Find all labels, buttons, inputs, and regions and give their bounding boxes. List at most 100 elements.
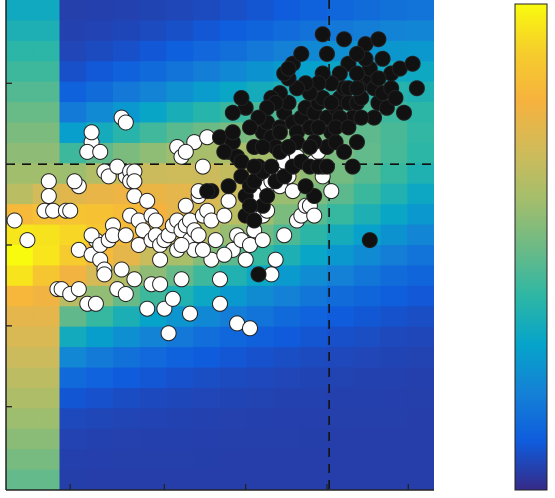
heatmap-cell bbox=[380, 224, 408, 246]
heatmap-cell bbox=[32, 122, 61, 144]
heatmap-cell bbox=[193, 61, 221, 83]
heatmap-cell bbox=[166, 347, 194, 369]
heatmap-cell bbox=[246, 61, 275, 83]
heatmap-cell bbox=[220, 326, 248, 348]
heatmap-cell bbox=[86, 81, 114, 103]
black-data-point bbox=[301, 139, 318, 155]
heatmap-cell bbox=[113, 40, 141, 62]
heatmap-cell bbox=[139, 81, 168, 103]
heatmap-cell bbox=[380, 387, 408, 409]
heatmap-cell bbox=[6, 326, 34, 348]
black-data-point bbox=[344, 158, 361, 175]
heatmap-cell bbox=[86, 408, 114, 430]
heatmap-cell bbox=[220, 428, 248, 450]
heatmap-cell bbox=[327, 326, 355, 348]
heatmap-cell bbox=[246, 408, 275, 430]
heatmap-cell bbox=[59, 0, 87, 22]
heatmap-cell bbox=[6, 265, 34, 287]
black-data-point bbox=[319, 158, 335, 175]
black-data-point bbox=[199, 183, 216, 200]
heatmap-cell bbox=[246, 449, 275, 471]
black-data-point bbox=[349, 65, 365, 82]
heatmap-cell bbox=[327, 0, 355, 22]
heatmap-cell bbox=[300, 408, 328, 430]
white-data-point bbox=[306, 207, 323, 224]
heatmap-cell bbox=[32, 367, 61, 389]
heatmap-cell bbox=[86, 20, 114, 42]
heatmap-cell bbox=[380, 326, 408, 348]
heatmap-cell bbox=[86, 367, 114, 389]
heatmap-cell bbox=[246, 347, 275, 369]
black-data-point bbox=[374, 50, 391, 67]
heatmap-cell bbox=[32, 0, 61, 22]
white-data-point bbox=[216, 246, 233, 263]
white-data-point bbox=[194, 158, 211, 175]
heatmap-cell bbox=[139, 449, 168, 471]
heatmap-cell bbox=[327, 265, 355, 287]
data-points bbox=[6, 26, 425, 342]
heatmap-cell bbox=[380, 367, 408, 389]
heatmap-cell bbox=[273, 285, 301, 307]
black-data-point bbox=[220, 178, 237, 195]
heatmap-cell bbox=[32, 20, 61, 42]
heatmap-cell bbox=[59, 408, 87, 430]
heatmap-cell bbox=[407, 347, 434, 369]
white-data-point bbox=[117, 227, 134, 244]
heatmap-cell bbox=[273, 449, 301, 471]
white-data-point bbox=[70, 281, 87, 298]
heatmap-cell bbox=[353, 306, 382, 328]
heatmap-cell bbox=[6, 122, 34, 144]
heatmap-cell bbox=[32, 61, 61, 83]
heatmap-cell bbox=[273, 367, 301, 389]
heatmap-cell bbox=[353, 449, 382, 471]
heatmap-cell bbox=[59, 367, 87, 389]
heatmap-cell bbox=[59, 40, 87, 62]
heatmap-cell bbox=[86, 102, 114, 124]
heatmap-cell bbox=[300, 449, 328, 471]
heatmap-cell bbox=[113, 469, 141, 490]
heatmap-cell bbox=[407, 428, 434, 450]
heatmap-cell bbox=[6, 61, 34, 83]
heatmap-cell bbox=[407, 204, 434, 226]
white-data-point bbox=[83, 124, 100, 141]
white-data-point bbox=[276, 227, 293, 244]
heatmap-cell bbox=[353, 245, 382, 267]
heatmap-cell bbox=[59, 61, 87, 83]
heatmap-cell bbox=[166, 428, 194, 450]
heatmap-cell bbox=[380, 245, 408, 267]
white-data-point bbox=[220, 192, 237, 209]
heatmap-cell bbox=[193, 367, 221, 389]
black-data-point bbox=[224, 104, 241, 121]
heatmap-cell bbox=[6, 469, 34, 490]
heatmap-cell bbox=[380, 142, 408, 164]
white-data-point bbox=[267, 251, 284, 268]
heatmap-cell bbox=[353, 265, 382, 287]
heatmap-cell bbox=[300, 347, 328, 369]
white-data-point bbox=[66, 173, 83, 190]
heatmap-cell bbox=[113, 61, 141, 83]
heatmap-cell bbox=[6, 285, 34, 307]
heatmap-cell bbox=[327, 428, 355, 450]
heatmap-cell bbox=[300, 469, 328, 490]
heatmap-cell bbox=[273, 347, 301, 369]
heatmap-cell bbox=[220, 40, 248, 62]
heatmap-cell bbox=[166, 408, 194, 430]
white-data-point bbox=[242, 320, 258, 337]
heatmap-cell bbox=[166, 469, 194, 490]
white-data-point bbox=[92, 143, 109, 160]
heatmap-cell bbox=[32, 224, 61, 246]
heatmap-cell bbox=[273, 265, 301, 287]
heatmap-cell bbox=[6, 245, 34, 267]
heatmap-cell bbox=[380, 347, 408, 369]
heatmap-cell bbox=[32, 306, 61, 328]
heatmap-cell bbox=[6, 306, 34, 328]
white-data-point bbox=[177, 143, 194, 160]
heatmap-cell bbox=[273, 306, 301, 328]
heatmap-cell bbox=[407, 163, 434, 185]
heatmap-cell bbox=[273, 326, 301, 348]
heatmap-cell bbox=[113, 81, 141, 103]
heatmap-cell bbox=[327, 387, 355, 409]
white-data-point bbox=[207, 232, 224, 249]
heatmap-cell bbox=[32, 449, 61, 471]
heatmap-cell bbox=[166, 163, 194, 185]
